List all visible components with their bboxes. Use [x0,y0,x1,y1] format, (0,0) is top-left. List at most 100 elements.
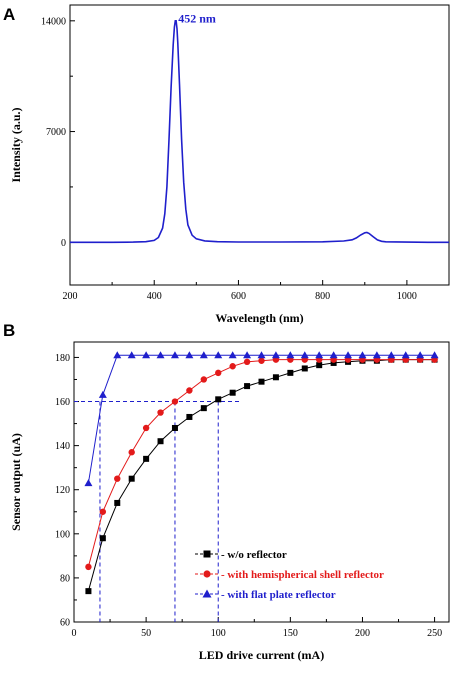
point-triangle-140 [271,351,280,359]
point-square-180 [330,359,337,366]
point-triangle-20 [98,390,107,398]
point-circle-120 [243,358,251,366]
panel-b-y-axis-title: Sensor output (uA) [9,433,23,531]
legend-marker-triangle [202,589,212,598]
point-circle-30 [114,475,121,482]
point-triangle-190 [344,351,353,359]
point-triangle-180 [329,351,338,359]
x-tick-label-150: 150 [283,628,298,639]
legend-item-hemispherical-reflector: - with hemispherical shell reflector [195,569,384,581]
point-square-110 [229,389,236,396]
point-triangle-40 [127,351,136,359]
x-tick-label-250: 250 [427,628,442,639]
x-tick-label-600: 600 [231,291,246,302]
x-tick-label-800: 800 [315,291,330,302]
point-circle-70 [171,398,179,405]
point-triangle-80 [185,351,194,359]
y-tick-label-60: 60 [60,618,70,629]
point-square-20 [99,535,106,542]
y-tick-label-14000: 14000 [41,16,66,27]
point-circle-90 [200,376,208,383]
y-tick-label-80: 80 [60,573,70,584]
y-tick-label-120: 120 [55,485,70,496]
y-tick-label-180: 180 [55,353,70,364]
point-square-70 [171,424,178,431]
point-circle-20 [99,508,107,515]
y-tick-label-100: 100 [55,529,70,540]
legend-item-without-reflector: - w/o reflector [195,549,287,561]
point-triangle-250 [430,351,439,359]
point-square-150 [287,369,294,376]
x-tick-label-200: 200 [63,291,78,302]
point-circle-80 [186,387,193,394]
point-triangle-30 [113,351,122,359]
panel-a-ticks: 200 400 600 800 1000 0 7000 14000 [41,16,450,302]
panel-b-x-axis-title: LED drive current (mA) [199,648,324,662]
point-triangle-240 [416,351,425,359]
point-triangle-200 [358,351,367,359]
point-triangle-160 [300,351,309,359]
point-triangle-230 [401,351,410,359]
point-square-130 [258,378,265,385]
x-tick-label-100: 100 [211,628,226,639]
spectrum-line [70,19,449,244]
point-triangle-70 [170,351,179,359]
legend-label-without-reflector: - w/o reflector [221,549,287,561]
point-triangle-130 [257,351,266,359]
legend: - w/o reflector - with hemispherical she… [195,549,384,601]
panel-a-spectrum-chart: 200 400 600 800 1000 0 7000 14000 452 nm Wavele… [9,4,450,325]
panel-a-frame [69,4,450,286]
panel-letter-b: B [3,321,15,340]
legend-marker-circle [203,570,211,578]
x-tick-label-200: 200 [355,628,370,639]
panel-a-x-axis-title: Wavelength (nm) [215,311,303,325]
point-circle-100 [215,369,222,377]
point-square-90 [200,405,207,412]
panel-b-series [84,351,439,595]
point-square-170 [316,362,323,369]
point-square-30 [114,499,121,506]
point-circle-60 [157,409,164,416]
point-triangle-210 [372,351,381,359]
y-tick-label-160: 160 [55,397,70,408]
y-tick-label-0: 0 [61,238,66,249]
peak-annotation: 452 nm [178,11,216,25]
point-triangle-170 [315,351,324,359]
series-triangle [84,351,439,487]
x-tick-label-50: 50 [141,628,151,639]
reference-dashed-lines [74,401,240,622]
point-circle-10 [85,563,92,571]
legend-marker-square [203,550,211,558]
panel-b-frame [73,341,450,623]
point-triangle-150 [286,351,295,359]
point-square-80 [186,413,193,420]
point-triangle-10 [84,479,93,487]
point-circle-110 [229,363,236,370]
point-square-100 [215,396,222,403]
legend-label-flat-plate-reflector: - with flat plate reflector [221,589,336,601]
point-square-120 [244,383,251,390]
legend-label-hemispherical-reflector: - with hemispherical shell reflector [221,569,384,581]
x-tick-label-400: 400 [147,291,162,302]
point-triangle-60 [156,351,165,359]
point-triangle-120 [243,351,252,359]
point-square-160 [301,365,308,372]
point-triangle-50 [142,351,151,359]
point-circle-40 [128,449,135,456]
panel-b-sensor-output-chart: 0 50 100 150 200 250 60 80 100 120 140 160 180 - w/o… [9,341,450,662]
point-square-140 [272,374,279,381]
x-tick-label-1000: 1000 [397,291,417,302]
point-square-60 [157,438,164,445]
y-tick-label-140: 140 [55,441,70,452]
point-triangle-100 [214,351,223,359]
point-square-50 [143,455,150,462]
y-tick-label-7000: 7000 [46,127,66,138]
series-circle [85,356,438,571]
point-triangle-110 [228,351,237,359]
series-line-circle [87,359,435,568]
x-tick-label-0: 0 [72,628,77,639]
point-triangle-90 [199,351,208,359]
legend-item-flat-plate-reflector: - with flat plate reflector [195,589,336,601]
point-circle-50 [142,424,150,432]
